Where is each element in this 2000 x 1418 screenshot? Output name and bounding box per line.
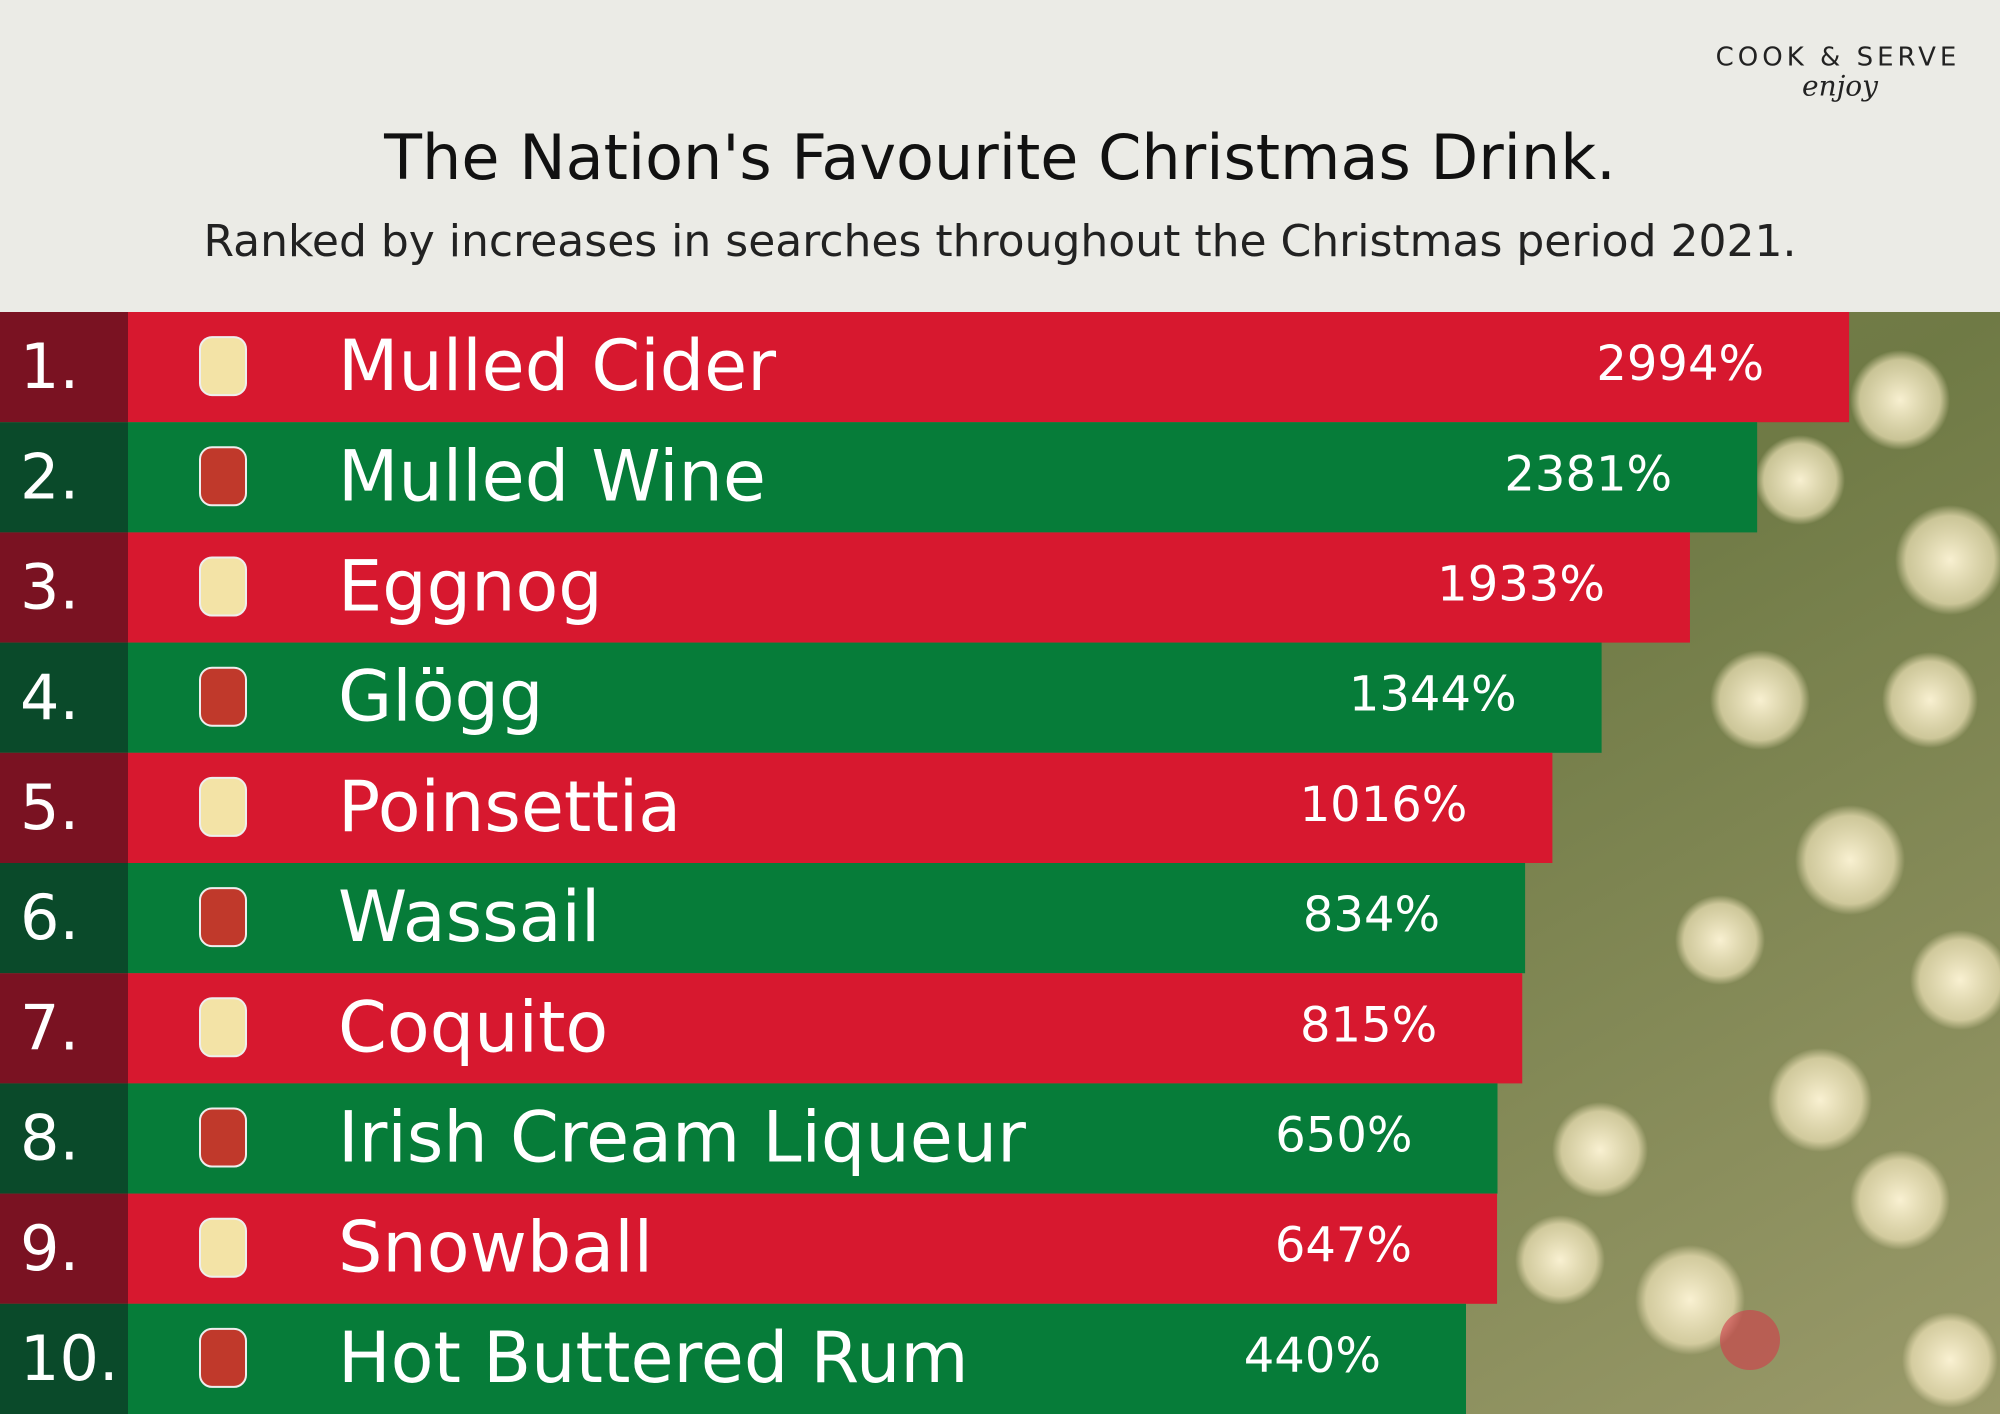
bar <box>128 752 1553 863</box>
drink-name: Coquito <box>338 986 608 1068</box>
header-bg <box>0 0 2000 312</box>
value-label: 2381% <box>1504 446 1672 502</box>
drink-name: Mulled Cider <box>338 325 776 407</box>
rank-label: 6. <box>20 881 79 954</box>
drink-icon <box>199 887 247 948</box>
drink-icon <box>199 1107 247 1168</box>
rank-cell <box>0 642 128 753</box>
drink-icon <box>199 776 247 837</box>
value-label: 440% <box>1244 1328 1381 1384</box>
rank-cell <box>0 863 128 974</box>
rank-label: 7. <box>20 991 79 1064</box>
rank-cell <box>0 1303 128 1414</box>
drink-icon <box>199 666 247 727</box>
rank-label: 8. <box>20 1102 79 1175</box>
bar <box>128 642 1602 753</box>
bar <box>128 532 1690 643</box>
drink-icon <box>199 1327 247 1388</box>
brand-tagline: enjoy <box>1802 70 1879 103</box>
drink-name: Wassail <box>338 876 600 958</box>
value-label: 1933% <box>1437 557 1605 613</box>
rank-label: 10. <box>20 1322 119 1395</box>
rank-cell <box>0 752 128 863</box>
rank-cell <box>0 422 128 533</box>
rank-cell <box>0 532 128 643</box>
bar <box>128 1083 1498 1194</box>
rank-cell <box>0 1193 128 1304</box>
drink-name: Hot Buttered Rum <box>338 1317 969 1399</box>
rank-cell <box>0 973 128 1084</box>
bar <box>128 973 1523 1084</box>
rank-label: 9. <box>20 1212 79 1285</box>
drink-name: Eggnog <box>338 546 603 628</box>
drink-icon <box>199 997 247 1058</box>
bar <box>128 1193 1498 1304</box>
rank-label: 3. <box>20 551 79 624</box>
bar <box>128 1303 1466 1414</box>
value-label: 2994% <box>1596 336 1764 392</box>
brand-name: COOK & SERVE <box>1716 43 1961 73</box>
drink-name: Irish Cream Liqueur <box>338 1097 1026 1179</box>
drink-icon <box>199 336 247 397</box>
bokeh <box>1515 350 2000 1408</box>
bar <box>128 422 1758 533</box>
bar <box>128 312 1850 423</box>
drink-icon <box>199 1217 247 1278</box>
value-label: 1016% <box>1300 777 1468 833</box>
drink-icon <box>199 446 247 507</box>
drink-name: Snowball <box>338 1207 653 1289</box>
chart-subtitle: Ranked by increases in searches througho… <box>204 216 1797 267</box>
drink-name: Glögg <box>338 656 543 738</box>
value-label: 834% <box>1303 887 1440 943</box>
value-label: 815% <box>1300 997 1437 1053</box>
rank-label: 2. <box>20 440 79 513</box>
value-label: 1344% <box>1349 667 1517 723</box>
chart-title: The Nation's Favourite Christmas Drink. <box>383 121 1616 194</box>
rank-label: 1. <box>20 330 79 403</box>
rank-cell <box>0 312 128 423</box>
drink-icon <box>199 556 247 617</box>
drink-name: Mulled Wine <box>338 435 766 517</box>
rank-label: 5. <box>20 771 79 844</box>
drink-name: Poinsettia <box>338 766 681 848</box>
value-label: 647% <box>1275 1218 1412 1274</box>
bar <box>128 863 1526 974</box>
rank-cell <box>0 1083 128 1194</box>
value-label: 650% <box>1275 1108 1412 1164</box>
rank-label: 4. <box>20 661 79 734</box>
